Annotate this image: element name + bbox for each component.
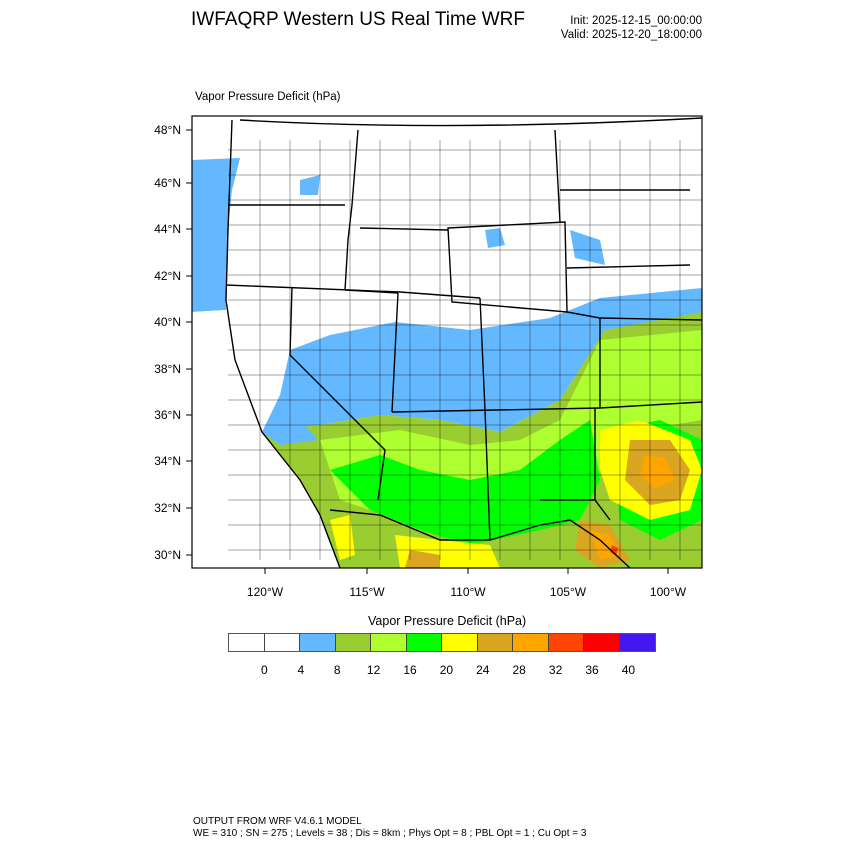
colorbar-label: 12 [366,663,381,677]
lon-label: 105°W [549,585,587,599]
colorbar-swatch [513,634,549,651]
valid-time: Valid: 2025-12-20_18:00:00 [560,29,702,41]
lon-label: 100°W [649,585,687,599]
lat-label: 40°N [154,315,181,329]
lon-label: 110°W [450,585,486,599]
lat-label: 30°N [154,548,181,562]
colorbar-swatch [264,634,300,651]
colorbar-swatch [584,634,620,651]
colorbar-label: 40 [621,663,636,677]
colorbar [228,633,656,652]
colorbar-label: 8 [333,663,341,677]
colorbar-label: 36 [585,663,599,677]
lat-label: 46°N [154,176,181,190]
colorbar-swatch [229,634,265,651]
colorbar-label: 4 [297,663,305,677]
colorbar-swatch [619,634,655,651]
map-frame [191,115,703,569]
colorbar-label: 0 [261,663,268,677]
axis-ticks [186,129,669,574]
colorbar-swatch [406,634,442,651]
run-times: Init: 2025-12-15_00:00:00 Valid: 2025-12… [561,14,702,42]
lat-label: 42°N [154,269,181,283]
lat-label: 32°N [154,501,181,515]
colorbar-label: 24 [476,663,490,677]
init-time: Init: 2025-12-15_00:00:00 [570,15,702,27]
county-borders [228,140,702,560]
lat-label: 38°N [154,362,181,376]
colorbar-label: 20 [439,663,454,677]
lat-label: 48°N [154,123,181,137]
colorbar-title: Vapor Pressure Deficit (hPa) [368,614,527,628]
colorbar-swatch [477,634,513,651]
vpd-fill [192,158,702,568]
lat-label: 36°N [154,408,181,422]
lat-label: 44°N [154,222,181,236]
colorbar-swatch [548,634,584,651]
lon-label: 120°W [246,585,284,599]
lon-label: 115°W [349,585,385,599]
colorbar-label: 32 [548,663,563,677]
model-config: WE = 310 ; SN = 275 ; Levels = 38 ; Dis … [193,828,587,839]
plot-title: IWFAQRP Western US Real Time WRF [191,9,525,30]
colorbar-label: 28 [512,663,526,677]
lat-label: 34°N [154,454,181,468]
model-info: OUTPUT FROM WRF V4.6.1 MODEL WE = 310 ; … [193,816,586,840]
colorbar-label: 16 [403,663,417,677]
colorbar-swatch [335,634,371,651]
colorbar-swatch [371,634,407,651]
model-version: OUTPUT FROM WRF V4.6.1 MODEL [193,816,362,827]
field-label: Vapor Pressure Deficit (hPa) [195,91,341,103]
colorbar-swatch [442,634,478,651]
colorbar-swatch [300,634,336,651]
